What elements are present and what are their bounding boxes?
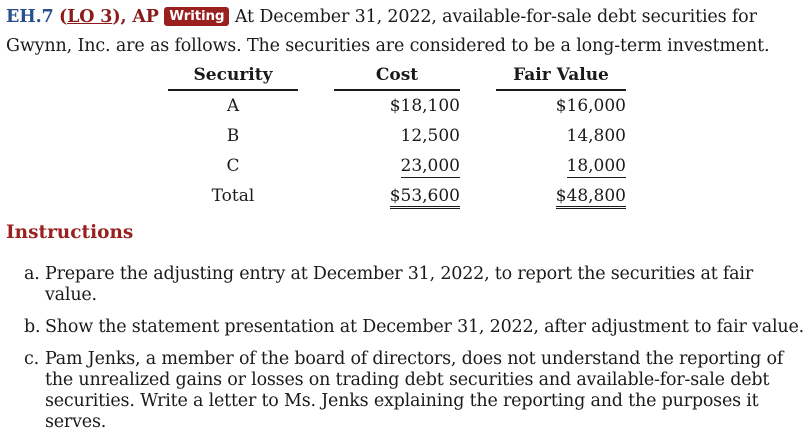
fair-value: $16,000 xyxy=(555,96,626,116)
security-name: A xyxy=(226,96,240,116)
cost-total: $53,600 xyxy=(334,181,460,211)
item-text: Show the statement presentation at Decem… xyxy=(45,317,804,337)
table-total-row: Total $53,600 $48,800 xyxy=(168,181,626,211)
writing-badge: Writing xyxy=(164,7,230,26)
column-header-security: Security xyxy=(168,61,298,91)
cost-value: $18,100 xyxy=(389,96,460,116)
cost-value: 12,500 xyxy=(400,126,460,146)
learning-objective: (LO 3), AP xyxy=(58,7,159,27)
column-header-cost: Cost xyxy=(334,61,460,91)
fair-value: 14,800 xyxy=(566,126,626,146)
exercise-intro: EH.7 (LO 3), AP Writing At December 31, … xyxy=(6,3,806,61)
exercise-number: EH.7 xyxy=(6,7,54,27)
list-item: a. Prepare the adjusting entry at Decemb… xyxy=(24,264,809,306)
cost-value: 23,000 xyxy=(400,156,460,178)
instructions-title: Instructions xyxy=(6,222,134,243)
table-row: A $18,100 $16,000 xyxy=(168,90,626,121)
list-item: c. Pam Jenks, a member of the board of d… xyxy=(24,349,809,433)
securities-table: Security Cost Fair Value A $18,100 $16,0… xyxy=(168,61,626,211)
fair-value-total: $48,800 xyxy=(496,181,626,211)
item-text: Prepare the adjusting entry at December … xyxy=(45,264,753,305)
fair-value: 18,000 xyxy=(566,156,626,178)
item-text: Pam Jenks, a member of the board of dire… xyxy=(45,349,784,432)
list-item: b. Show the statement presentation at De… xyxy=(24,317,809,338)
security-name: B xyxy=(226,126,240,146)
instructions-list: a. Prepare the adjusting entry at Decemb… xyxy=(24,264,809,444)
table-header-row: Security Cost Fair Value xyxy=(168,61,626,91)
learning-objective-link[interactable]: LO 3 xyxy=(67,7,113,27)
exercise-text: At December 31, 2022, available-for-sale… xyxy=(6,7,770,56)
column-header-fair-value: Fair Value xyxy=(496,61,626,91)
total-label: Total xyxy=(211,186,255,206)
table-row: C 23,000 18,000 xyxy=(168,151,626,181)
item-marker: a. xyxy=(24,264,40,284)
security-name: C xyxy=(226,156,240,176)
table-row: B 12,500 14,800 xyxy=(168,121,626,151)
item-marker: b. xyxy=(24,317,41,337)
item-marker: c. xyxy=(24,349,39,369)
